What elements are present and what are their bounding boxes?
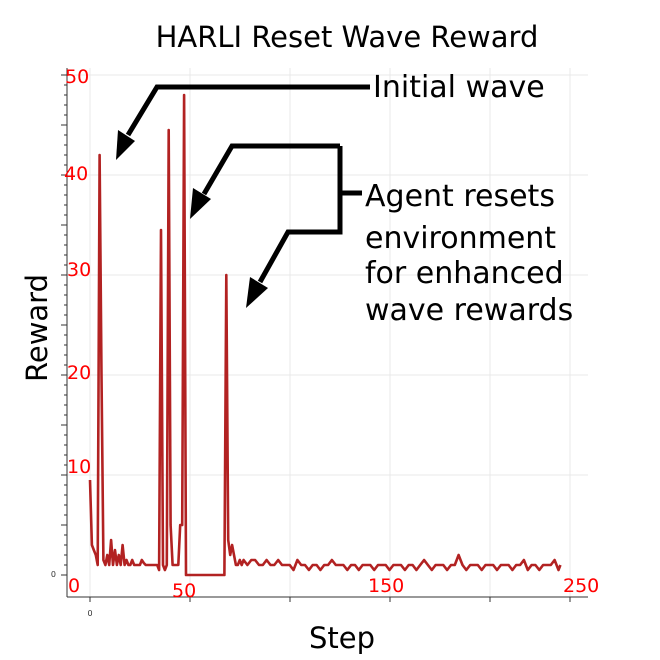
- y-tick-label: 30: [67, 259, 91, 281]
- arrowhead-reset-lower: [246, 277, 268, 308]
- x-tick-label: 150: [368, 575, 404, 597]
- y-tick-label: 20: [67, 362, 91, 384]
- annotation-reset-line-2: environment: [365, 221, 556, 256]
- x-tick-label: 0: [68, 575, 80, 597]
- arrowhead-initial-wave: [116, 130, 135, 160]
- y-tick-label: 50: [65, 66, 89, 88]
- tick-labels: 10 20 30 40 50 0 50 150 250: [64, 66, 599, 602]
- annotation-reset-line-1: Agent resets: [365, 179, 555, 214]
- arrowhead-reset-upper: [190, 188, 211, 219]
- x-axis-label: Step: [309, 621, 375, 655]
- annotation-initial-wave: Initial wave: [373, 70, 545, 105]
- grid: [67, 68, 588, 597]
- annotation-leader-initial-wave: [125, 84, 370, 137]
- x-tick-label: 50: [172, 580, 196, 602]
- annotations: Initial wave Agent resets environment fo…: [116, 70, 573, 328]
- annotation-reset-line-3: for enhanced: [365, 256, 564, 291]
- annotation-bracket: [257, 146, 343, 284]
- y-tick-label: 10: [67, 456, 91, 478]
- reward-series-line: [88, 93, 562, 577]
- minor-ticks: [61, 74, 571, 602]
- axes: [66, 68, 588, 598]
- chart-title: HARLI Reset Wave Reward: [156, 20, 539, 54]
- x-tick-small-label: 0: [87, 609, 92, 618]
- annotation-leader-upper: [201, 143, 340, 196]
- y-tick-small-label: 0: [51, 570, 56, 579]
- series-group: [88, 93, 562, 577]
- y-tick-label: 40: [64, 163, 88, 185]
- annotation-reset-line-4: wave rewards: [365, 293, 573, 328]
- y-axis-label: Reward: [20, 274, 54, 382]
- x-tick-label: 250: [563, 575, 599, 597]
